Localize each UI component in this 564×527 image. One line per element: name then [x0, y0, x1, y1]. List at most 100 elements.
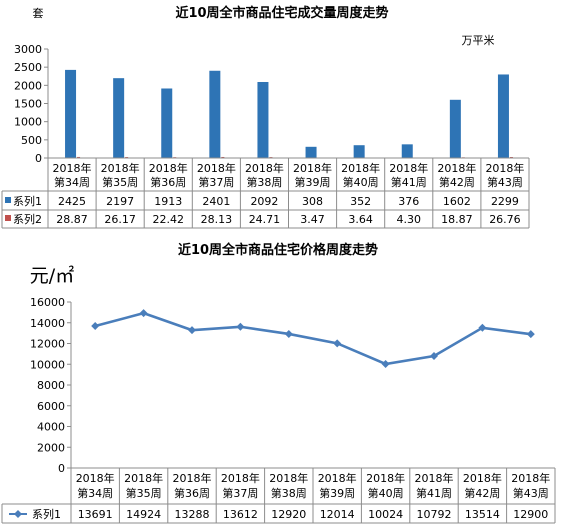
- chart1-category-label-line2: 第39周: [295, 175, 331, 189]
- chart1-category-label-line1: 2018年: [389, 161, 428, 175]
- chart2-point-series1: [188, 326, 196, 335]
- chart2-category-label-line1: 2018年: [511, 471, 550, 485]
- chart2-category-label-line1: 2018年: [173, 471, 212, 485]
- chart2-category-label-line2: 第35周: [126, 486, 162, 500]
- chart1-bar-series1: [401, 144, 413, 158]
- chart2-y-tick-label: 16000: [30, 296, 65, 309]
- chart1-y-tick-label: 1500: [14, 98, 42, 111]
- chart2-category-label-line2: 第41周: [416, 486, 452, 500]
- chart1-legend-series1: 系列1: [13, 194, 42, 208]
- chart1-legend-series2: 系列2: [13, 212, 42, 226]
- chart2-category-label-line1: 2018年: [124, 471, 163, 485]
- chart1-value-series1: 352: [350, 195, 371, 208]
- chart1-value-series1: 2401: [202, 195, 230, 208]
- chart1-category-label-line2: 第34周: [54, 175, 90, 189]
- chart2-legend-series1: 系列1: [32, 507, 61, 521]
- chart2-category-label-line1: 2018年: [366, 471, 405, 485]
- chart2-value-series1: 14924: [126, 508, 161, 521]
- chart1-category-label-line1: 2018年: [197, 161, 236, 175]
- chart1-y-tick-label: 500: [21, 134, 42, 147]
- chart2-value-series1: 10024: [368, 508, 403, 521]
- chart2-value-series1: 13612: [223, 508, 258, 521]
- chart1-title: 近10周全市商品住宅成交量周度走势: [175, 5, 388, 21]
- chart1-legend-key-series2: [5, 215, 11, 221]
- chart2-category-label-line2: 第38周: [271, 486, 307, 500]
- chart2-y-tick-label: 4000: [37, 421, 65, 434]
- chart2-value-series1: 13514: [465, 508, 500, 521]
- chart1-y-tick-label: 2500: [14, 61, 42, 74]
- chart1-value-series2: 24.71: [249, 213, 281, 226]
- chart2-category-label-line1: 2018年: [318, 471, 357, 485]
- chart1-bar-series1: [497, 74, 509, 158]
- chart1-value-series2: 26.17: [104, 213, 136, 226]
- chart1-value-series2: 4.30: [397, 213, 422, 226]
- chart1-value-series2: 3.47: [300, 213, 325, 226]
- chart1-bar-series1: [161, 88, 173, 158]
- chart1-y2label: 万平米: [462, 34, 495, 47]
- chart1-category-label-line1: 2018年: [101, 161, 140, 175]
- chart1-category-label-line2: 第37周: [198, 175, 234, 189]
- chart2-category-label-line2: 第40周: [368, 486, 404, 500]
- chart1-value-series2: 28.13: [201, 213, 233, 226]
- chart2-value-series1: 13288: [175, 508, 210, 521]
- chart1-y-tick-label: 3000: [14, 43, 42, 56]
- chart2-point-series1: [381, 360, 390, 369]
- chart1-category-label-line2: 第38周: [246, 175, 282, 189]
- chart2-value-series1: 12920: [271, 508, 306, 521]
- chart2-line-series1: [94, 311, 531, 366]
- chart2-category-label-line2: 第34周: [77, 486, 113, 500]
- chart1-bar-series1: [209, 70, 221, 158]
- chart2-category-label-line1: 2018年: [463, 471, 502, 485]
- chart1-value-series2: 3.64: [348, 213, 373, 226]
- chart1-category-label-line1: 2018年: [293, 161, 332, 175]
- chart2-category-label-line1: 2018年: [221, 471, 260, 485]
- chart1-category-label-line2: 第41周: [391, 175, 427, 189]
- chart1-bar-series1: [65, 69, 77, 158]
- chart2-point-series1: [236, 322, 245, 331]
- chart1-value-series2: 28.87: [56, 213, 88, 226]
- chart1-category-label-line1: 2018年: [149, 161, 188, 175]
- chart1-category-label-line1: 2018年: [485, 161, 524, 175]
- chart1-value-series1: 2425: [58, 195, 86, 208]
- chart2-point-series1: [526, 330, 535, 339]
- chart1-bar-series2: [77, 156, 81, 158]
- chart2-y-tick-label: 12000: [30, 338, 65, 351]
- chart2-category-label-line1: 2018年: [76, 471, 115, 485]
- chart2-category-label-line2: 第37周: [222, 486, 258, 500]
- chart2-value-series1: 13691: [78, 508, 113, 521]
- chart1-bar-series1: [257, 81, 269, 158]
- chart2-y-tick-label: 0: [58, 462, 65, 475]
- chart1-value-series1: 1602: [443, 195, 471, 208]
- chart1-value-series1: 2197: [106, 195, 134, 208]
- chart2-y-tick-label: 6000: [37, 400, 65, 413]
- chart1-value-series1: 376: [398, 195, 419, 208]
- chart2-value-series1: 10792: [417, 508, 452, 521]
- chart2-point-series1: [139, 309, 148, 318]
- chart2-category-label-line2: 第42周: [464, 486, 500, 500]
- chart1-category-label-line2: 第42周: [439, 175, 475, 189]
- chart2-value-series1: 12900: [513, 508, 548, 521]
- chart1-value-series1: 2092: [250, 195, 278, 208]
- chart1-value-series1: 2299: [491, 195, 519, 208]
- chart2-y-tick-label: 2000: [37, 441, 65, 454]
- chart2-category-label-line2: 第43周: [513, 486, 549, 500]
- chart2-point-series1: [91, 321, 100, 330]
- chart2-category-label-line2: 第36周: [174, 486, 210, 500]
- chart1-bar-series1: [113, 78, 125, 158]
- chart1-bar-series1: [353, 145, 365, 158]
- chart1-category-label-line1: 2018年: [245, 161, 284, 175]
- chart1-bar-series2: [221, 156, 225, 158]
- chart2-value-series1: 12014: [320, 508, 355, 521]
- chart2-y-tick-label: 10000: [30, 358, 65, 371]
- chart1-value-series2: 26.76: [489, 213, 521, 226]
- chart1-category-label-line1: 2018年: [53, 161, 92, 175]
- chart1-value-series2: 18.87: [441, 213, 473, 226]
- chart1-y-tick-label: 2000: [14, 79, 42, 92]
- chart2-point-series1: [333, 339, 342, 348]
- chart2-point-series1: [284, 329, 293, 338]
- chart1-category-label-line2: 第35周: [102, 175, 138, 189]
- chart1-category-label-line1: 2018年: [341, 161, 380, 175]
- chart1-category-label-line1: 2018年: [437, 161, 476, 175]
- chart2-category-label-line1: 2018年: [269, 471, 308, 485]
- chart2-category-label-line1: 2018年: [415, 471, 454, 485]
